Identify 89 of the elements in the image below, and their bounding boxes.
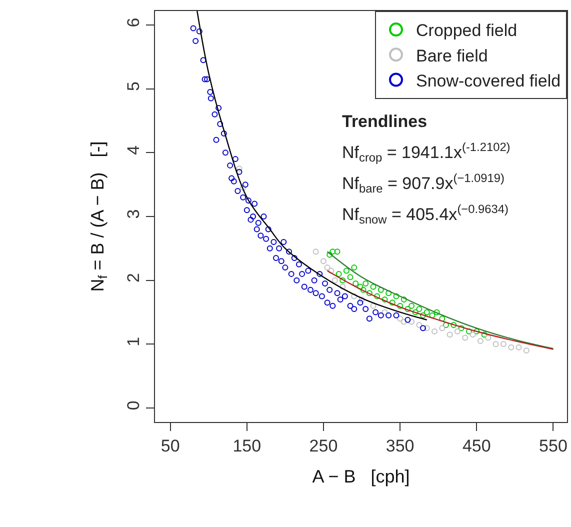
- x-tick-label: 350: [386, 436, 414, 456]
- y-tick-label: 1: [124, 336, 144, 346]
- x-tick-label: 150: [232, 436, 262, 456]
- point: [370, 284, 376, 290]
- x-tick-label: 450: [462, 436, 491, 456]
- point: [370, 302, 376, 309]
- point: [400, 296, 407, 302]
- point: [351, 264, 358, 271]
- legend-label: Snow-covered field: [416, 71, 561, 90]
- y-tick-label: 3: [124, 209, 144, 219]
- point: [500, 341, 506, 348]
- point: [434, 309, 440, 316]
- point: [466, 328, 472, 334]
- point: [424, 325, 430, 332]
- point: [420, 312, 426, 318]
- annotation: Nf$_{crop}$ = 1941.1x$^{(-1.2102)}$: [342, 140, 510, 165]
- point: [481, 332, 488, 338]
- point: [340, 284, 346, 290]
- point: [332, 277, 338, 284]
- annotation: Nf$_{bare}$ = 907.9x$^{(−1.0919)}$: [342, 171, 505, 196]
- legend-label: Cropped field: [416, 21, 518, 40]
- point: [386, 290, 392, 296]
- x-tick-label: 250: [309, 436, 338, 456]
- point: [439, 316, 446, 322]
- point: [340, 277, 346, 284]
- point: [366, 290, 372, 296]
- annotation: Nf$_{snow}$ = 405.4x$^{(−0.9634)}$: [342, 202, 508, 227]
- point: [236, 166, 242, 172]
- point: [450, 322, 457, 328]
- point: [324, 264, 330, 271]
- point: [374, 293, 380, 300]
- point: [474, 328, 480, 334]
- point: [424, 309, 430, 316]
- point: [508, 344, 514, 350]
- point: [240, 184, 246, 191]
- y-tick-label: 4: [124, 145, 144, 155]
- point: [492, 341, 499, 348]
- x-axis-title: A − B [cph]: [312, 466, 410, 486]
- point: [429, 312, 436, 318]
- point: [454, 328, 460, 334]
- point: [382, 296, 388, 302]
- point: [416, 322, 422, 328]
- point: [397, 302, 404, 309]
- point: [336, 270, 342, 277]
- point: [343, 268, 350, 274]
- point: [326, 252, 333, 258]
- point: [439, 325, 446, 332]
- point: [446, 332, 453, 338]
- point: [352, 280, 359, 287]
- point: [330, 248, 336, 255]
- y-tick-label: 0: [124, 400, 144, 410]
- x-tick-label: 50: [160, 436, 180, 456]
- point: [458, 325, 464, 332]
- point: [360, 286, 366, 293]
- x-tick-label: 550: [539, 436, 568, 456]
- point: [362, 280, 369, 287]
- point: [408, 318, 415, 325]
- point: [351, 293, 358, 300]
- point: [523, 348, 530, 354]
- y-tick-label: 5: [124, 82, 144, 92]
- point: [412, 309, 418, 316]
- point: [432, 328, 438, 334]
- point: [393, 293, 400, 300]
- point: [477, 338, 484, 344]
- point: [400, 318, 407, 325]
- point: [357, 284, 364, 290]
- y-tick-label: 2: [124, 273, 144, 283]
- point: [462, 334, 468, 341]
- point: [470, 332, 476, 338]
- point: [328, 268, 334, 274]
- legend-label: Bare field: [416, 46, 488, 66]
- point: [334, 248, 340, 255]
- point: [404, 306, 411, 312]
- point: [312, 248, 319, 255]
- point: [389, 300, 396, 306]
- point: [358, 296, 365, 302]
- y-tick-label: 6: [124, 18, 144, 28]
- point: [320, 258, 326, 264]
- point: [408, 302, 415, 309]
- point: [347, 274, 354, 280]
- point: [516, 344, 522, 350]
- point: [397, 316, 404, 322]
- line-series: [326, 251, 554, 350]
- point: [378, 286, 384, 293]
- point: [382, 309, 388, 316]
- point: [443, 322, 449, 328]
- point: [416, 306, 422, 312]
- point: [485, 334, 492, 341]
- annotation: Trendlines: [342, 112, 428, 131]
